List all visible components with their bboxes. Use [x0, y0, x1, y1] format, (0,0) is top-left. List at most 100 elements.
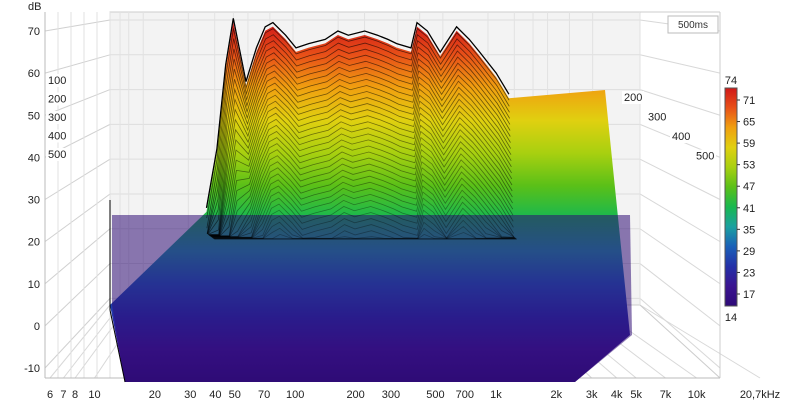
time-tick-right: 400: [672, 131, 690, 143]
color-scale-tick-label: 41: [743, 203, 755, 215]
waterfall-slice: [209, 118, 513, 237]
color-scale-tick-label: 71: [743, 95, 755, 107]
waterfall-slice: [212, 209, 516, 239]
x-tick-label: 2k: [551, 389, 563, 401]
y-tick-label: 40: [28, 152, 40, 164]
waterfall-slice: [208, 94, 512, 236]
y-tick-label: 0: [34, 321, 40, 333]
time-tick-left: 200: [48, 94, 66, 106]
waterfall-slice: [208, 76, 512, 235]
time-window-box: [667, 15, 719, 34]
waterfall-slice: [209, 112, 513, 236]
color-scale-tick-label: 65: [743, 117, 755, 129]
waterfall-slice: [209, 100, 512, 236]
grid-line-h: [44, 89, 111, 116]
color-scale-tick-label: 53: [743, 160, 755, 172]
waterfall-slice: [209, 106, 513, 236]
color-scale-bar: 74 14 71 65 59 53 47 41 35 29 23 17: [724, 75, 755, 324]
waterfall-surface: [109, 18, 632, 383]
time-tick-bg: [46, 129, 68, 143]
waterfall-slice: [212, 191, 515, 238]
color-scale-tick-label: 29: [743, 246, 755, 258]
x-tick-label: 8: [72, 389, 78, 401]
waterfall-slice: [207, 52, 511, 235]
waterfall-slice: [206, 39, 510, 234]
waterfall-slice: [213, 215, 516, 239]
waterfall-slice: [211, 173, 515, 238]
waterfall-slice: [208, 88, 512, 236]
x-tick-label: 5k: [630, 389, 642, 401]
time-tick-bg: [46, 92, 68, 106]
waterfall-slice: [208, 82, 512, 236]
waterfall-slice: [210, 130, 513, 237]
time-tick-left: 500: [48, 149, 66, 161]
waterfall-slice: [212, 203, 516, 239]
time-tick-bg: [694, 149, 716, 163]
grid-line-h: [44, 298, 111, 369]
surface-edge: [109, 309, 126, 383]
x-tick-label: 20: [149, 389, 161, 401]
x-tick-label: 500: [426, 389, 444, 401]
grid-line-right: [639, 89, 721, 116]
y-tick-label: 10: [28, 279, 40, 291]
color-scale-tick-label: 35: [743, 224, 755, 236]
grid-line-right: [639, 297, 721, 369]
y-axis: 70 60 50 40 30 20 10 0 -10: [24, 26, 40, 375]
time-tick-right: 200: [624, 92, 642, 104]
x-tick-label: 6: [47, 389, 53, 401]
time-tick-bg: [622, 91, 644, 104]
grid-line-h: [44, 19, 111, 32]
waterfall-slice: [210, 136, 514, 237]
y-tick-label: 30: [28, 195, 40, 207]
grid-line-h: [44, 54, 111, 74]
y-axis-unit-label: dB: [28, 1, 41, 13]
grid-line-h: [44, 158, 111, 200]
waterfall-slice: [207, 64, 511, 235]
grid-line-right: [639, 158, 721, 200]
time-tick-right: 300: [648, 112, 666, 124]
color-scale-max: 74: [725, 75, 737, 87]
color-scale-tick-label: 17: [743, 289, 755, 301]
time-tick-bg: [646, 110, 668, 124]
grid-line-right: [639, 228, 721, 285]
x-tick-label: 40: [209, 389, 221, 401]
grid-line-v-floor: [49, 304, 111, 379]
waterfall-slice: [207, 58, 511, 235]
waterfall-slice: [210, 142, 514, 237]
x-tick-label: 3k: [586, 389, 598, 401]
waterfall-slice: [213, 221, 516, 239]
time-tick-bg: [46, 74, 68, 87]
x-tick-label: 30: [184, 389, 196, 401]
x-tick-label: 1k: [490, 389, 502, 401]
color-scale-min: 14: [725, 312, 737, 324]
grid-line-v-floor: [639, 304, 761, 379]
waterfall-slice: [211, 179, 515, 238]
x-axis: 6 7 8 10 20 30 40 50 70 100 200 300 500 700 1k 2k 3k 4k 5k…: [47, 389, 780, 401]
x-tick-label: 20,7kHz: [740, 389, 780, 401]
waterfall-slice: [207, 70, 511, 235]
waterfall-slice: [211, 154, 514, 237]
x-tick-label: 300: [382, 389, 400, 401]
grid-line-h: [44, 228, 111, 285]
time-tick-bg: [46, 148, 68, 161]
grid-line-v-floor: [63, 304, 121, 379]
y-tick-label: 20: [28, 237, 40, 249]
grid-line-h: [44, 263, 111, 327]
waterfall-slice: [211, 161, 514, 238]
waterfall-slice: [212, 197, 515, 239]
color-scale-tick-label: 23: [743, 267, 755, 279]
time-tick-left: 300: [48, 112, 66, 124]
time-axis: 100 200 300 400 500 200 300 400 500: [46, 74, 716, 163]
waterfall-ridge: [205, 18, 510, 209]
waterfall-slice: [206, 33, 510, 229]
grid-line-h: [44, 193, 111, 243]
waterfall-slice: [206, 27, 510, 219]
waterfall-slice: [213, 227, 516, 239]
x-tick-label: 10k: [688, 389, 706, 401]
waterfall-slice: [211, 167, 515, 238]
x-tick-label: 200: [346, 389, 364, 401]
y-tick-label: -10: [24, 363, 40, 375]
waterfall-slice: [210, 124, 513, 237]
